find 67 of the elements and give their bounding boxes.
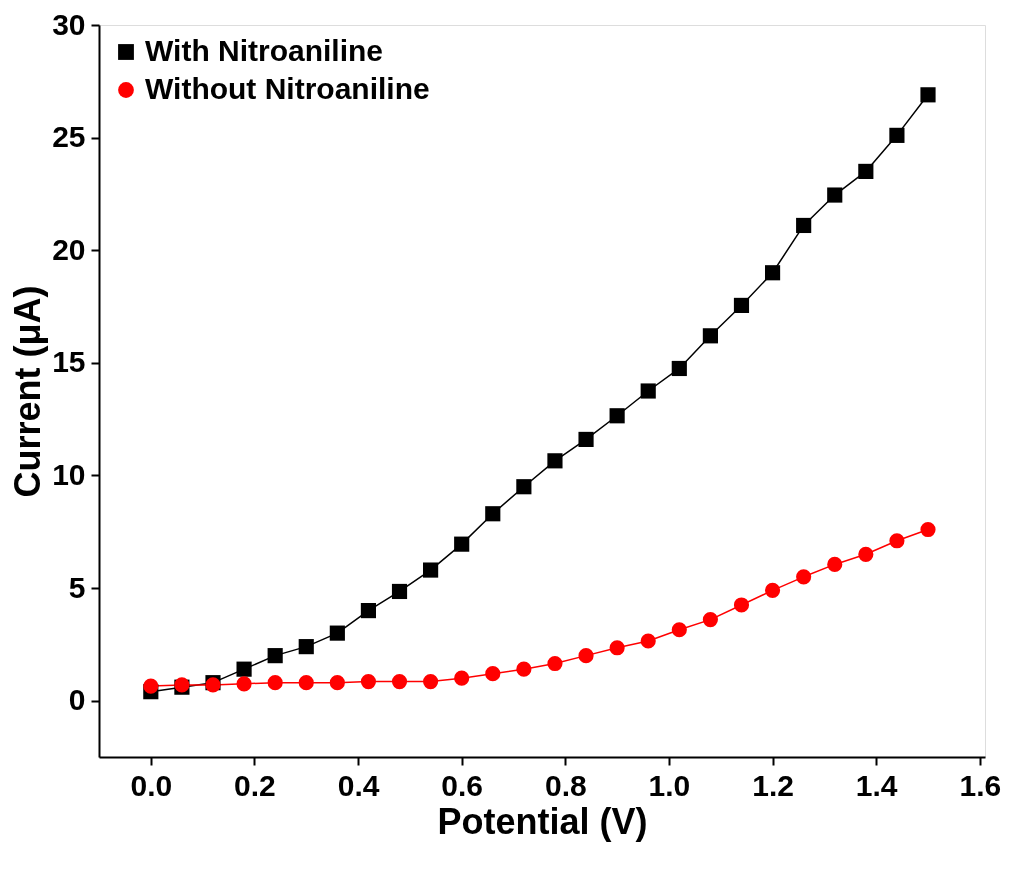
- point: [423, 562, 439, 578]
- y-axis-title: Current (μA): [7, 285, 49, 498]
- point: [733, 597, 750, 613]
- point: [889, 533, 905, 549]
- point: [329, 625, 345, 641]
- point: [578, 648, 594, 664]
- point: [360, 673, 377, 690]
- point: [827, 556, 843, 572]
- y-tick-label: 20: [52, 232, 86, 266]
- point: [702, 612, 718, 628]
- point: [298, 639, 314, 655]
- point: [143, 678, 159, 694]
- point: [609, 640, 625, 656]
- point: [827, 187, 843, 203]
- point: [516, 661, 532, 677]
- point: [578, 431, 594, 448]
- point: [423, 673, 439, 690]
- point: [391, 583, 408, 600]
- point: [858, 163, 874, 179]
- point: [454, 536, 470, 552]
- x-tick-label: 0.6: [441, 768, 484, 802]
- point: [267, 675, 283, 691]
- point: [236, 661, 252, 677]
- x-tick-label: 0.0: [130, 768, 173, 802]
- y-tick-label: 30: [52, 7, 86, 41]
- point: [702, 328, 718, 344]
- point: [640, 633, 656, 649]
- point: [858, 546, 874, 562]
- point: [920, 87, 936, 103]
- x-tick-label: 1.4: [855, 768, 898, 802]
- point: [609, 408, 625, 424]
- x-tick-label: 1.0: [648, 768, 691, 802]
- point: [640, 383, 656, 399]
- y-tick-label: 25: [52, 120, 86, 154]
- point: [516, 479, 532, 495]
- point: [764, 582, 781, 598]
- y-tick-label: 10: [52, 457, 86, 491]
- point: [454, 670, 470, 686]
- point: [796, 217, 812, 234]
- point: [733, 297, 750, 313]
- point: [236, 676, 252, 692]
- point: [329, 675, 345, 691]
- legend-label: Without Nitroaniline: [145, 72, 430, 105]
- point: [920, 521, 936, 538]
- x-tick-label: 0.2: [234, 768, 276, 802]
- y-tick-label: 5: [68, 570, 86, 604]
- point: [485, 666, 501, 682]
- point: [671, 360, 687, 377]
- point: [391, 673, 408, 690]
- point: [547, 655, 563, 672]
- x-tick-label: 1.6: [959, 768, 1002, 802]
- x-tick-label: 0.4: [337, 768, 380, 802]
- point: [485, 506, 501, 522]
- point: [671, 622, 687, 638]
- point: [889, 127, 905, 143]
- point: [796, 569, 812, 585]
- y-tick-label: 0: [68, 683, 86, 717]
- x-tick-label: 0.8: [544, 768, 587, 802]
- point: [267, 648, 283, 664]
- x-tick-label: 1.2: [752, 768, 794, 802]
- point: [764, 265, 781, 281]
- point: [360, 603, 377, 619]
- legend-label: With Nitroaniline: [145, 34, 384, 67]
- point: [547, 453, 563, 469]
- y-tick-label: 15: [52, 345, 86, 379]
- point: [298, 675, 314, 691]
- x-axis-title: Potential (V): [437, 800, 648, 842]
